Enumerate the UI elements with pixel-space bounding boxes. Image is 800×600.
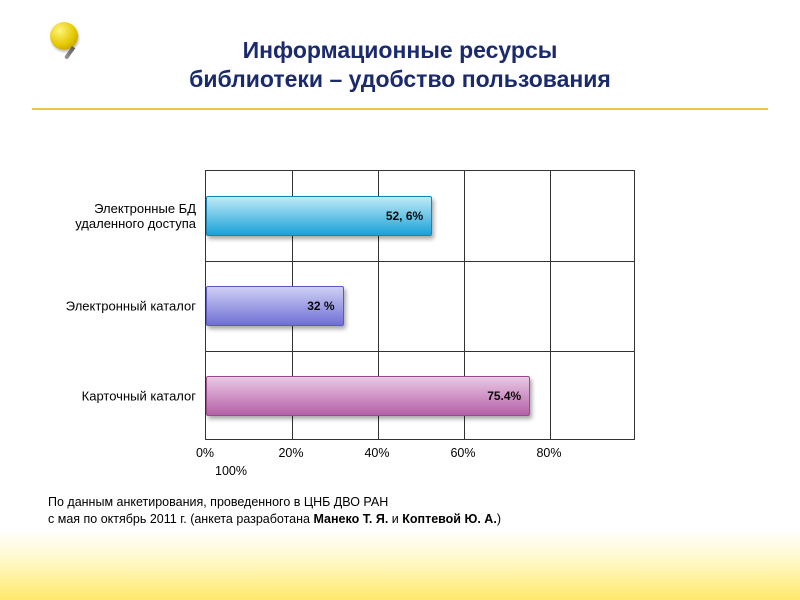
- slide-title: Информационные ресурсы библиотеки – удоб…: [32, 28, 768, 104]
- footnote-line-1: По данным анкетирования, проведенного в …: [48, 495, 388, 509]
- footnote-author-2: Коптевой Ю. А.: [402, 512, 497, 526]
- chart-bar-value-label: 52, 6%: [386, 209, 423, 223]
- slide-content: Информационные ресурсы библиотеки – удоб…: [0, 0, 800, 110]
- title-line-2: библиотеки – удобство пользования: [189, 66, 611, 92]
- chart-x-tick: 100%: [215, 464, 247, 478]
- chart-x-tick: 60%: [450, 446, 475, 460]
- chart-y-label: Электронный каталог: [46, 299, 196, 314]
- chart-gridline-horizontal: [206, 351, 634, 352]
- title-line-1: Информационные ресурсы: [243, 37, 558, 63]
- footnote-sep: и: [388, 512, 402, 526]
- chart-x-tick: 0%: [196, 446, 214, 460]
- chart-y-label: Электронные БД удаленного доступа: [46, 201, 196, 231]
- chart-bar-value-label: 32 %: [307, 299, 334, 313]
- footnote-line-2-prefix: с мая по октябрь 2011 г. (анкета разрабо…: [48, 512, 313, 526]
- chart-bar-card_catalog: 75.4%: [206, 376, 530, 416]
- chart-bar-remote_db: 52, 6%: [206, 196, 432, 236]
- chart-plot-area: Электронные БД удаленного доступа52, 6%Э…: [205, 170, 635, 440]
- slide-bottom-gradient: [0, 530, 800, 600]
- pushpin-icon: [48, 22, 84, 58]
- chart-gridline-vertical: [550, 171, 551, 439]
- title-underline: [32, 108, 768, 110]
- chart-bar-value-label: 75.4%: [487, 389, 521, 403]
- footnote-suffix: ): [497, 512, 501, 526]
- chart-x-tick: 80%: [536, 446, 561, 460]
- chart-bar-e_catalog: 32 %: [206, 286, 344, 326]
- footnote-author-1: Манеко Т. Я.: [313, 512, 388, 526]
- chart-x-tick: 20%: [278, 446, 303, 460]
- chart-x-tick: 40%: [364, 446, 389, 460]
- chart-gridline-horizontal: [206, 261, 634, 262]
- chart-y-label: Карточный каталог: [46, 388, 196, 403]
- footnote: По данным анкетирования, проведенного в …: [48, 494, 501, 528]
